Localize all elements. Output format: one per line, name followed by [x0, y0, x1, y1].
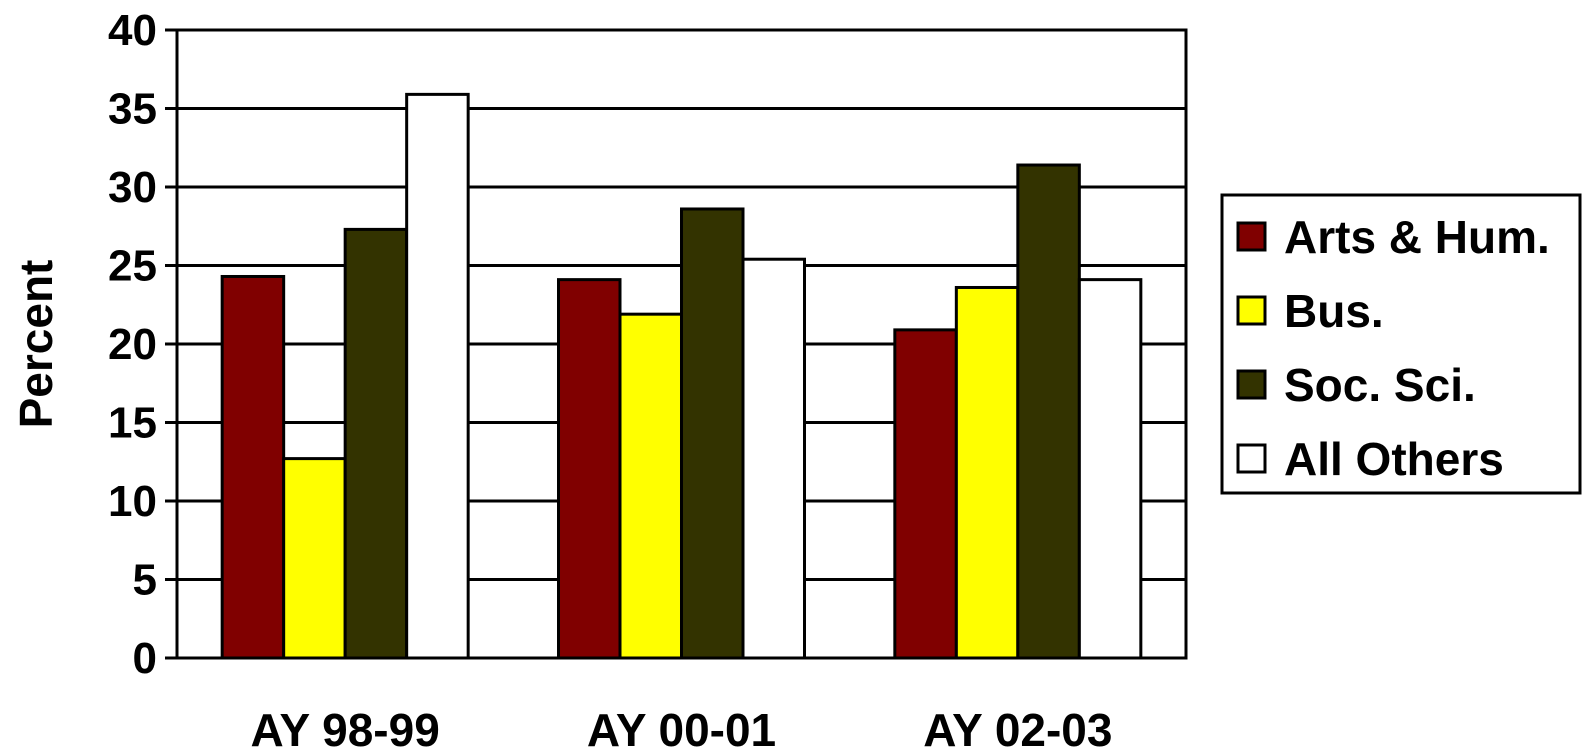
legend-label: All Others: [1284, 433, 1504, 485]
bar-2-3: [1077, 278, 1143, 660]
legend-swatch: [1236, 443, 1267, 474]
bars: [220, 92, 1143, 660]
bar-0-3: [405, 92, 470, 660]
x-axis-categories: AY 98-99 AY 00-01 AY 02-03: [251, 704, 1113, 756]
y-tick-label: 35: [108, 85, 157, 134]
legend: Arts & Hum. Bus. Soc. Sci. All Others: [1220, 193, 1582, 495]
bar-1-1: [618, 312, 683, 660]
legend-box: [1220, 193, 1582, 495]
legend-swatch: [1236, 221, 1267, 252]
bar-1-0: [557, 278, 622, 660]
y-axis-label: Percent: [10, 260, 62, 429]
bar-0-2: [343, 227, 409, 660]
legend-label: Soc. Sci.: [1284, 359, 1476, 411]
y-tick-label: 20: [108, 320, 157, 369]
bar-2-1: [954, 285, 1020, 660]
y-tick-label: 10: [108, 477, 157, 526]
bar-1-2: [680, 207, 745, 660]
bar-2-0: [893, 328, 958, 660]
x-category-label: AY 00-01: [587, 704, 776, 756]
y-tick-label: 30: [108, 163, 157, 212]
bar-0-0: [220, 274, 286, 660]
legend-swatch: [1236, 295, 1267, 326]
y-tick-label: 25: [108, 242, 157, 291]
y-tick-label: 5: [133, 556, 157, 605]
legend-label: Bus.: [1284, 285, 1384, 337]
y-tick-label: 40: [108, 6, 157, 55]
bar-0-1: [282, 457, 347, 660]
legend-swatch: [1236, 369, 1267, 400]
legend-label: Arts & Hum.: [1284, 211, 1550, 263]
bar-2-2: [1016, 163, 1081, 660]
x-category-label: AY 98-99: [251, 704, 440, 756]
x-category-label: AY 02-03: [923, 704, 1112, 756]
y-tick-label: 0: [133, 634, 157, 683]
bar-1-3: [741, 257, 806, 660]
y-axis-ticks: 0 5 10 15 20 25 30 35 40: [108, 6, 177, 683]
y-tick-label: 15: [108, 399, 157, 448]
